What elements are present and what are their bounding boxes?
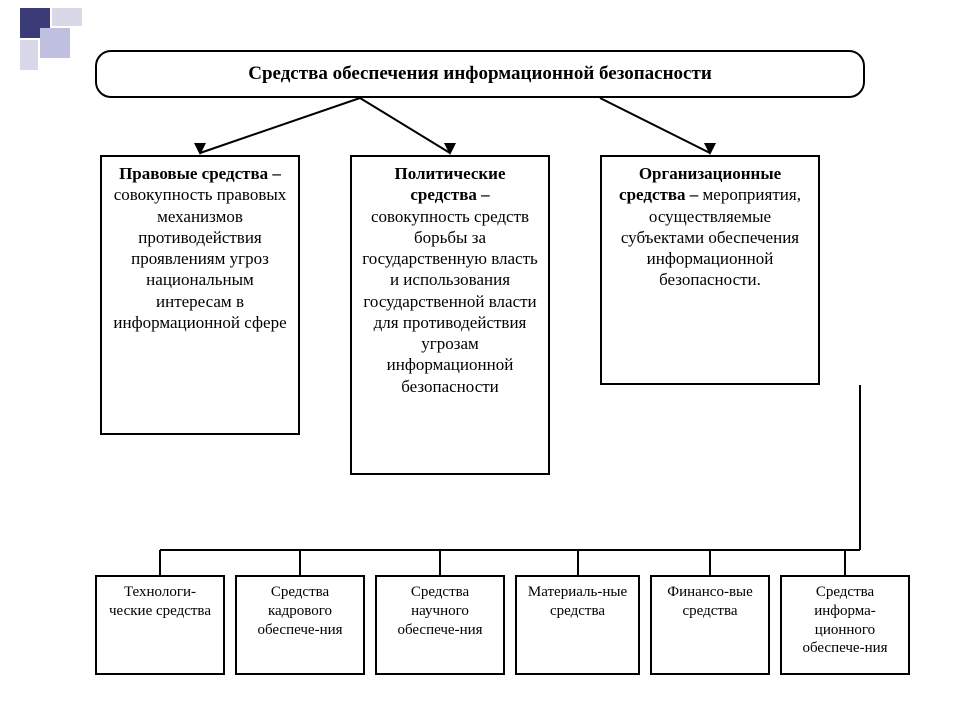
node-label: Финансо-вые средства bbox=[660, 583, 760, 621]
node-label: Правовые средства – совокупность правовы… bbox=[110, 163, 290, 333]
diagram-node-hr: Средства кадрового обеспече-ния bbox=[235, 575, 365, 675]
diagram-node-political: Политические средства – совокупность сре… bbox=[350, 155, 550, 475]
diagram-node-legal: Правовые средства – совокупность правовы… bbox=[100, 155, 300, 435]
corner-decoration bbox=[52, 8, 82, 26]
diagram-node-organizational: Организационные средства – мероприятия, … bbox=[600, 155, 820, 385]
diagram-node-fin: Финансо-вые средства bbox=[650, 575, 770, 675]
node-label: Средства научного обеспече-ния bbox=[385, 583, 495, 639]
node-label: Организационные средства – мероприятия, … bbox=[610, 163, 810, 291]
corner-decoration bbox=[40, 28, 70, 58]
node-label: Средства обеспечения информационной безо… bbox=[105, 62, 855, 86]
corner-decoration bbox=[20, 40, 38, 70]
diagram-node-tech: Технологи-ческие средства bbox=[95, 575, 225, 675]
diagram-node-root: Средства обеспечения информационной безо… bbox=[95, 50, 865, 98]
node-label: Технологи-ческие средства bbox=[105, 583, 215, 621]
node-label: Материаль-ные средства bbox=[525, 583, 630, 621]
diagram-node-sci: Средства научного обеспече-ния bbox=[375, 575, 505, 675]
diagram-node-mat: Материаль-ные средства bbox=[515, 575, 640, 675]
node-label: Политические средства – совокупность сре… bbox=[360, 163, 540, 397]
diagram-node-info: Средства информа-ционного обеспече-ния bbox=[780, 575, 910, 675]
node-label: Средства информа-ционного обеспече-ния bbox=[790, 583, 900, 658]
node-label: Средства кадрового обеспече-ния bbox=[245, 583, 355, 639]
